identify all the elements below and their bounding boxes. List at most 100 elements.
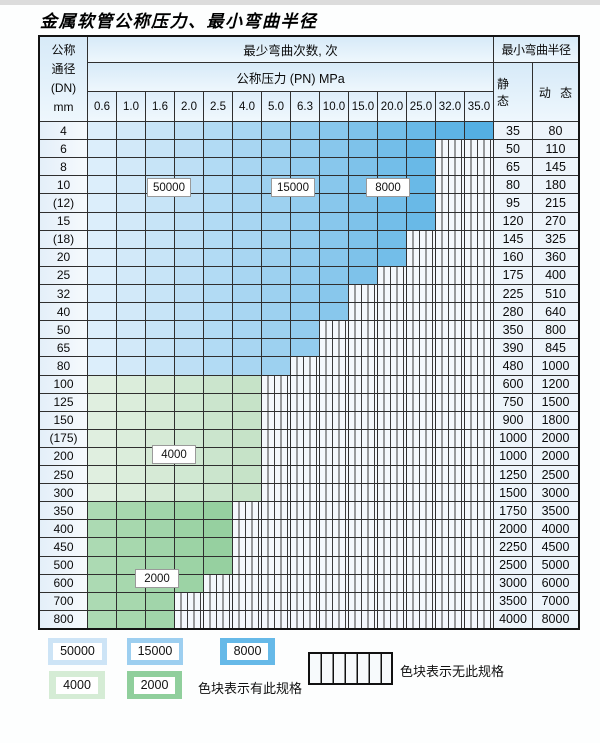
no-spec-cell xyxy=(233,610,261,628)
dn-cell: 15 xyxy=(40,212,87,230)
spec-cell xyxy=(204,447,232,466)
dn-cell: (175) xyxy=(40,429,87,447)
spec-cell xyxy=(204,339,232,357)
static-radius-cell: 50 xyxy=(494,140,532,158)
spec-cell xyxy=(146,248,174,266)
spec-cell xyxy=(233,122,261,140)
no-spec-cell xyxy=(349,466,377,484)
no-spec-cell xyxy=(436,520,464,538)
dn-header-line: 公称 xyxy=(51,43,76,57)
no-spec-cell xyxy=(349,484,377,502)
page-title: 金属软管公称压力、最小弯曲半径 xyxy=(40,12,318,32)
spec-cell xyxy=(204,502,232,520)
no-spec-cell xyxy=(291,357,319,375)
spec-cell xyxy=(204,520,232,538)
spec-cell xyxy=(175,339,203,357)
no-spec-cell xyxy=(262,520,290,538)
dn-header-line: mm xyxy=(53,100,74,114)
bend-cycles-header: 最少弯曲次数, 次 xyxy=(88,37,493,62)
static-radius-cell: 3500 xyxy=(494,592,532,610)
spec-cell xyxy=(291,194,319,212)
dn-cell: 4 xyxy=(40,122,87,140)
spec-cell xyxy=(146,158,174,176)
spec-cell xyxy=(262,284,290,303)
spec-cell xyxy=(320,158,348,176)
spec-cell xyxy=(204,158,232,176)
no-spec-cell xyxy=(407,303,435,321)
no-spec-cell xyxy=(378,266,406,284)
no-spec-cell xyxy=(175,610,203,628)
spec-cell xyxy=(88,122,116,140)
legend-swatch-8000: 8000 xyxy=(220,638,275,665)
spec-cell xyxy=(117,538,145,556)
spec-cell xyxy=(146,140,174,158)
spec-table: 公称 通径 (DN) mm 最少弯曲次数, 次 最小弯曲半径 公称压力 (PN)… xyxy=(38,35,580,630)
no-spec-cell xyxy=(436,194,464,212)
spec-cell xyxy=(117,466,145,484)
spec-cell xyxy=(320,230,348,248)
no-spec-cell xyxy=(349,411,377,429)
static-radius-cell: 225 xyxy=(494,284,532,303)
spec-cell xyxy=(88,592,116,610)
spec-cell xyxy=(175,303,203,321)
no-spec-cell xyxy=(320,339,348,357)
no-spec-cell xyxy=(233,592,261,610)
no-spec-cell xyxy=(291,610,319,628)
spec-cell xyxy=(146,194,174,212)
cycles-8000-label: 8000 xyxy=(366,178,410,197)
spec-cell xyxy=(233,447,261,466)
legend-swatch-15000: 15000 xyxy=(127,638,183,665)
no-spec-cell xyxy=(378,321,406,339)
spec-cell xyxy=(291,158,319,176)
no-spec-cell xyxy=(291,574,319,592)
pressure-header-cell: 5.0 xyxy=(262,92,290,121)
spec-cell xyxy=(349,122,377,140)
no-spec-cell xyxy=(204,610,232,628)
legend-swatch-label: 8000 xyxy=(226,643,269,660)
spec-cell xyxy=(88,284,116,303)
spec-cell xyxy=(349,248,377,266)
no-spec-cell xyxy=(349,321,377,339)
spec-cell xyxy=(146,122,174,140)
no-spec-cell xyxy=(291,484,319,502)
no-spec-cell xyxy=(320,484,348,502)
dn-cell: 50 xyxy=(40,321,87,339)
spec-cell xyxy=(262,248,290,266)
spec-cell xyxy=(291,140,319,158)
spec-cell xyxy=(88,212,116,230)
no-spec-cell xyxy=(262,375,290,393)
no-spec-cell xyxy=(349,574,377,592)
dynamic-radius-cell: 4000 xyxy=(533,520,578,538)
static-radius-cell: 160 xyxy=(494,248,532,266)
spec-cell xyxy=(117,357,145,375)
legend-has-spec-text: 色块表示有此规格 xyxy=(198,681,303,696)
dynamic-column-header: 动 态 xyxy=(533,63,578,121)
no-spec-cell xyxy=(378,339,406,357)
spec-cell xyxy=(291,266,319,284)
dynamic-radius-cell: 3000 xyxy=(533,484,578,502)
spec-cell xyxy=(175,556,203,574)
no-spec-cell xyxy=(407,339,435,357)
spec-cell xyxy=(204,429,232,447)
no-spec-cell xyxy=(291,447,319,466)
no-spec-cell xyxy=(407,447,435,466)
spec-cell xyxy=(204,230,232,248)
no-spec-cell xyxy=(320,466,348,484)
spec-cell xyxy=(146,230,174,248)
no-spec-cell xyxy=(320,429,348,447)
spec-cell xyxy=(378,230,406,248)
spec-cell xyxy=(146,266,174,284)
no-spec-cell xyxy=(349,393,377,411)
no-spec-cell xyxy=(436,303,464,321)
no-spec-cell xyxy=(378,538,406,556)
spec-cell xyxy=(146,520,174,538)
pressure-header-cell: 2.5 xyxy=(204,92,232,121)
no-spec-cell xyxy=(465,502,493,520)
dn-column-header: 公称 通径 (DN) mm xyxy=(40,37,87,121)
cycles-2000-label: 2000 xyxy=(135,569,179,588)
dn-cell: 500 xyxy=(40,556,87,574)
no-spec-cell xyxy=(436,266,464,284)
pressure-header-cell: 2.0 xyxy=(175,92,203,121)
no-spec-cell xyxy=(407,520,435,538)
no-spec-cell xyxy=(262,447,290,466)
